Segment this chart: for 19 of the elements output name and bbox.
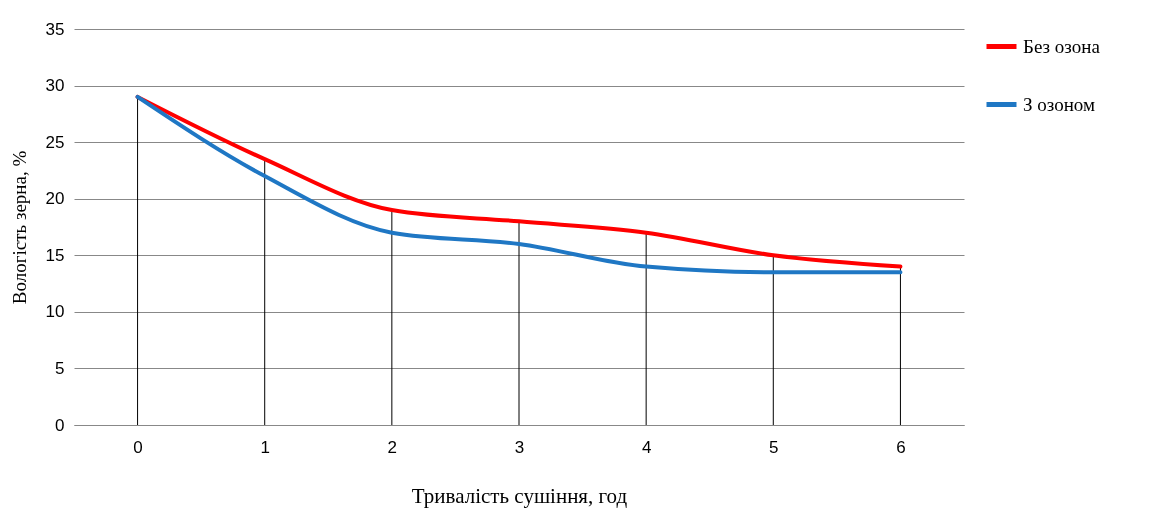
y-tick-label: 25 (45, 132, 65, 152)
x-tick-label: 1 (260, 437, 270, 457)
x-tick-label: 0 (133, 437, 143, 457)
y-tick-label: 5 (55, 358, 65, 378)
y-axis-title: Вологість зерна, % (8, 150, 30, 305)
legend-label: З озоном (1023, 93, 1095, 115)
x-tick-label: 5 (769, 437, 779, 457)
x-tick-label: 2 (387, 437, 398, 457)
legend-label: Без озона (1023, 35, 1101, 57)
y-tick-label: 20 (45, 189, 65, 209)
y-tick-label: 35 (45, 19, 65, 39)
x-axis-title: Тривалість сушіння, год (411, 483, 628, 508)
y-tick-label: 10 (45, 302, 65, 322)
y-tick-label: 30 (45, 76, 65, 96)
x-tick-label: 6 (896, 437, 906, 457)
y-tick-label: 15 (45, 245, 65, 265)
x-tick-label: 4 (641, 437, 652, 457)
y-tick-label: 0 (55, 415, 65, 435)
x-tick-label: 3 (514, 437, 525, 457)
